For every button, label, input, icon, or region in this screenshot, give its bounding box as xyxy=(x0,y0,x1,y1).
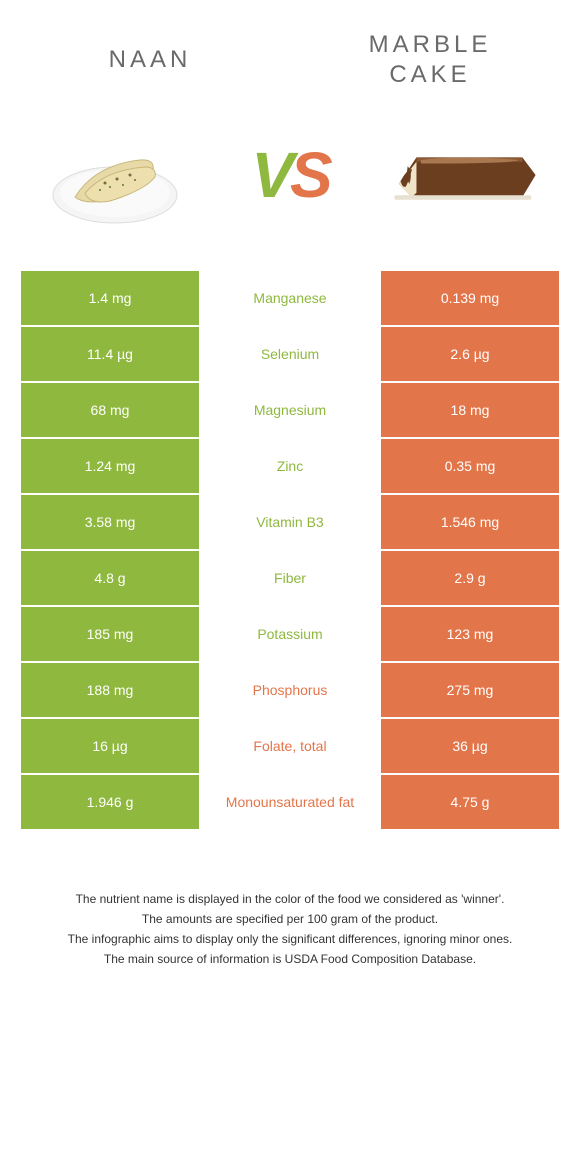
nutrient-label-cell: Zinc xyxy=(200,438,380,494)
footnote-line: The amounts are specified per 100 gram o… xyxy=(40,910,540,928)
nutrient-label-cell: Potassium xyxy=(200,606,380,662)
right-food-title: MARBLE CAKE xyxy=(330,30,530,90)
footnote-line: The infographic aims to display only the… xyxy=(40,930,540,948)
right-value-cell: 18 mg xyxy=(380,382,560,438)
nutrient-label-cell: Folate, total xyxy=(200,718,380,774)
right-value-cell: 0.139 mg xyxy=(380,270,560,326)
nutrient-label-cell: Phosphorus xyxy=(200,662,380,718)
table-row: 3.58 mgVitamin B31.546 mg xyxy=(20,494,560,550)
table-row: 4.8 gFiber2.9 g xyxy=(20,550,560,606)
header-row: NAAN MARBLE CAKE xyxy=(20,30,560,90)
right-value-cell: 36 µg xyxy=(380,718,560,774)
table-row: 16 µgFolate, total36 µg xyxy=(20,718,560,774)
left-value-cell: 1.24 mg xyxy=(20,438,200,494)
table-row: 188 mgPhosphorus275 mg xyxy=(20,662,560,718)
left-value-cell: 185 mg xyxy=(20,606,200,662)
nutrient-label-cell: Monounsaturated fat xyxy=(200,774,380,830)
right-value-cell: 2.9 g xyxy=(380,550,560,606)
nutrient-label-cell: Vitamin B3 xyxy=(200,494,380,550)
right-value-cell: 1.546 mg xyxy=(380,494,560,550)
right-value-cell: 2.6 µg xyxy=(380,326,560,382)
footnotes: The nutrient name is displayed in the co… xyxy=(20,890,560,968)
marble-cake-image xyxy=(390,120,540,230)
vs-row: VS xyxy=(20,120,560,230)
left-value-cell: 1.946 g xyxy=(20,774,200,830)
left-value-cell: 68 mg xyxy=(20,382,200,438)
table-row: 1.24 mgZinc0.35 mg xyxy=(20,438,560,494)
table-row: 185 mgPotassium123 mg xyxy=(20,606,560,662)
table-row: 1.946 gMonounsaturated fat4.75 g xyxy=(20,774,560,830)
table-row: 68 mgMagnesium18 mg xyxy=(20,382,560,438)
left-value-cell: 16 µg xyxy=(20,718,200,774)
comparison-table: 1.4 mgManganese0.139 mg11.4 µgSelenium2.… xyxy=(20,270,560,830)
left-value-cell: 1.4 mg xyxy=(20,270,200,326)
vs-v-letter: V xyxy=(251,138,290,212)
vs-label: VS xyxy=(251,138,328,212)
right-value-cell: 123 mg xyxy=(380,606,560,662)
right-value-cell: 4.75 g xyxy=(380,774,560,830)
left-value-cell: 11.4 µg xyxy=(20,326,200,382)
footnote-line: The nutrient name is displayed in the co… xyxy=(40,890,540,908)
left-value-cell: 188 mg xyxy=(20,662,200,718)
nutrient-label-cell: Selenium xyxy=(200,326,380,382)
left-value-cell: 3.58 mg xyxy=(20,494,200,550)
footnote-line: The main source of information is USDA F… xyxy=(40,950,540,968)
right-value-cell: 0.35 mg xyxy=(380,438,560,494)
table-row: 11.4 µgSelenium2.6 µg xyxy=(20,326,560,382)
left-value-cell: 4.8 g xyxy=(20,550,200,606)
naan-image xyxy=(40,120,190,230)
left-food-title: NAAN xyxy=(50,45,250,75)
table-row: 1.4 mgManganese0.139 mg xyxy=(20,270,560,326)
nutrient-label-cell: Magnesium xyxy=(200,382,380,438)
right-value-cell: 275 mg xyxy=(380,662,560,718)
nutrient-label-cell: Fiber xyxy=(200,550,380,606)
nutrient-label-cell: Manganese xyxy=(200,270,380,326)
vs-s-letter: S xyxy=(290,138,329,212)
